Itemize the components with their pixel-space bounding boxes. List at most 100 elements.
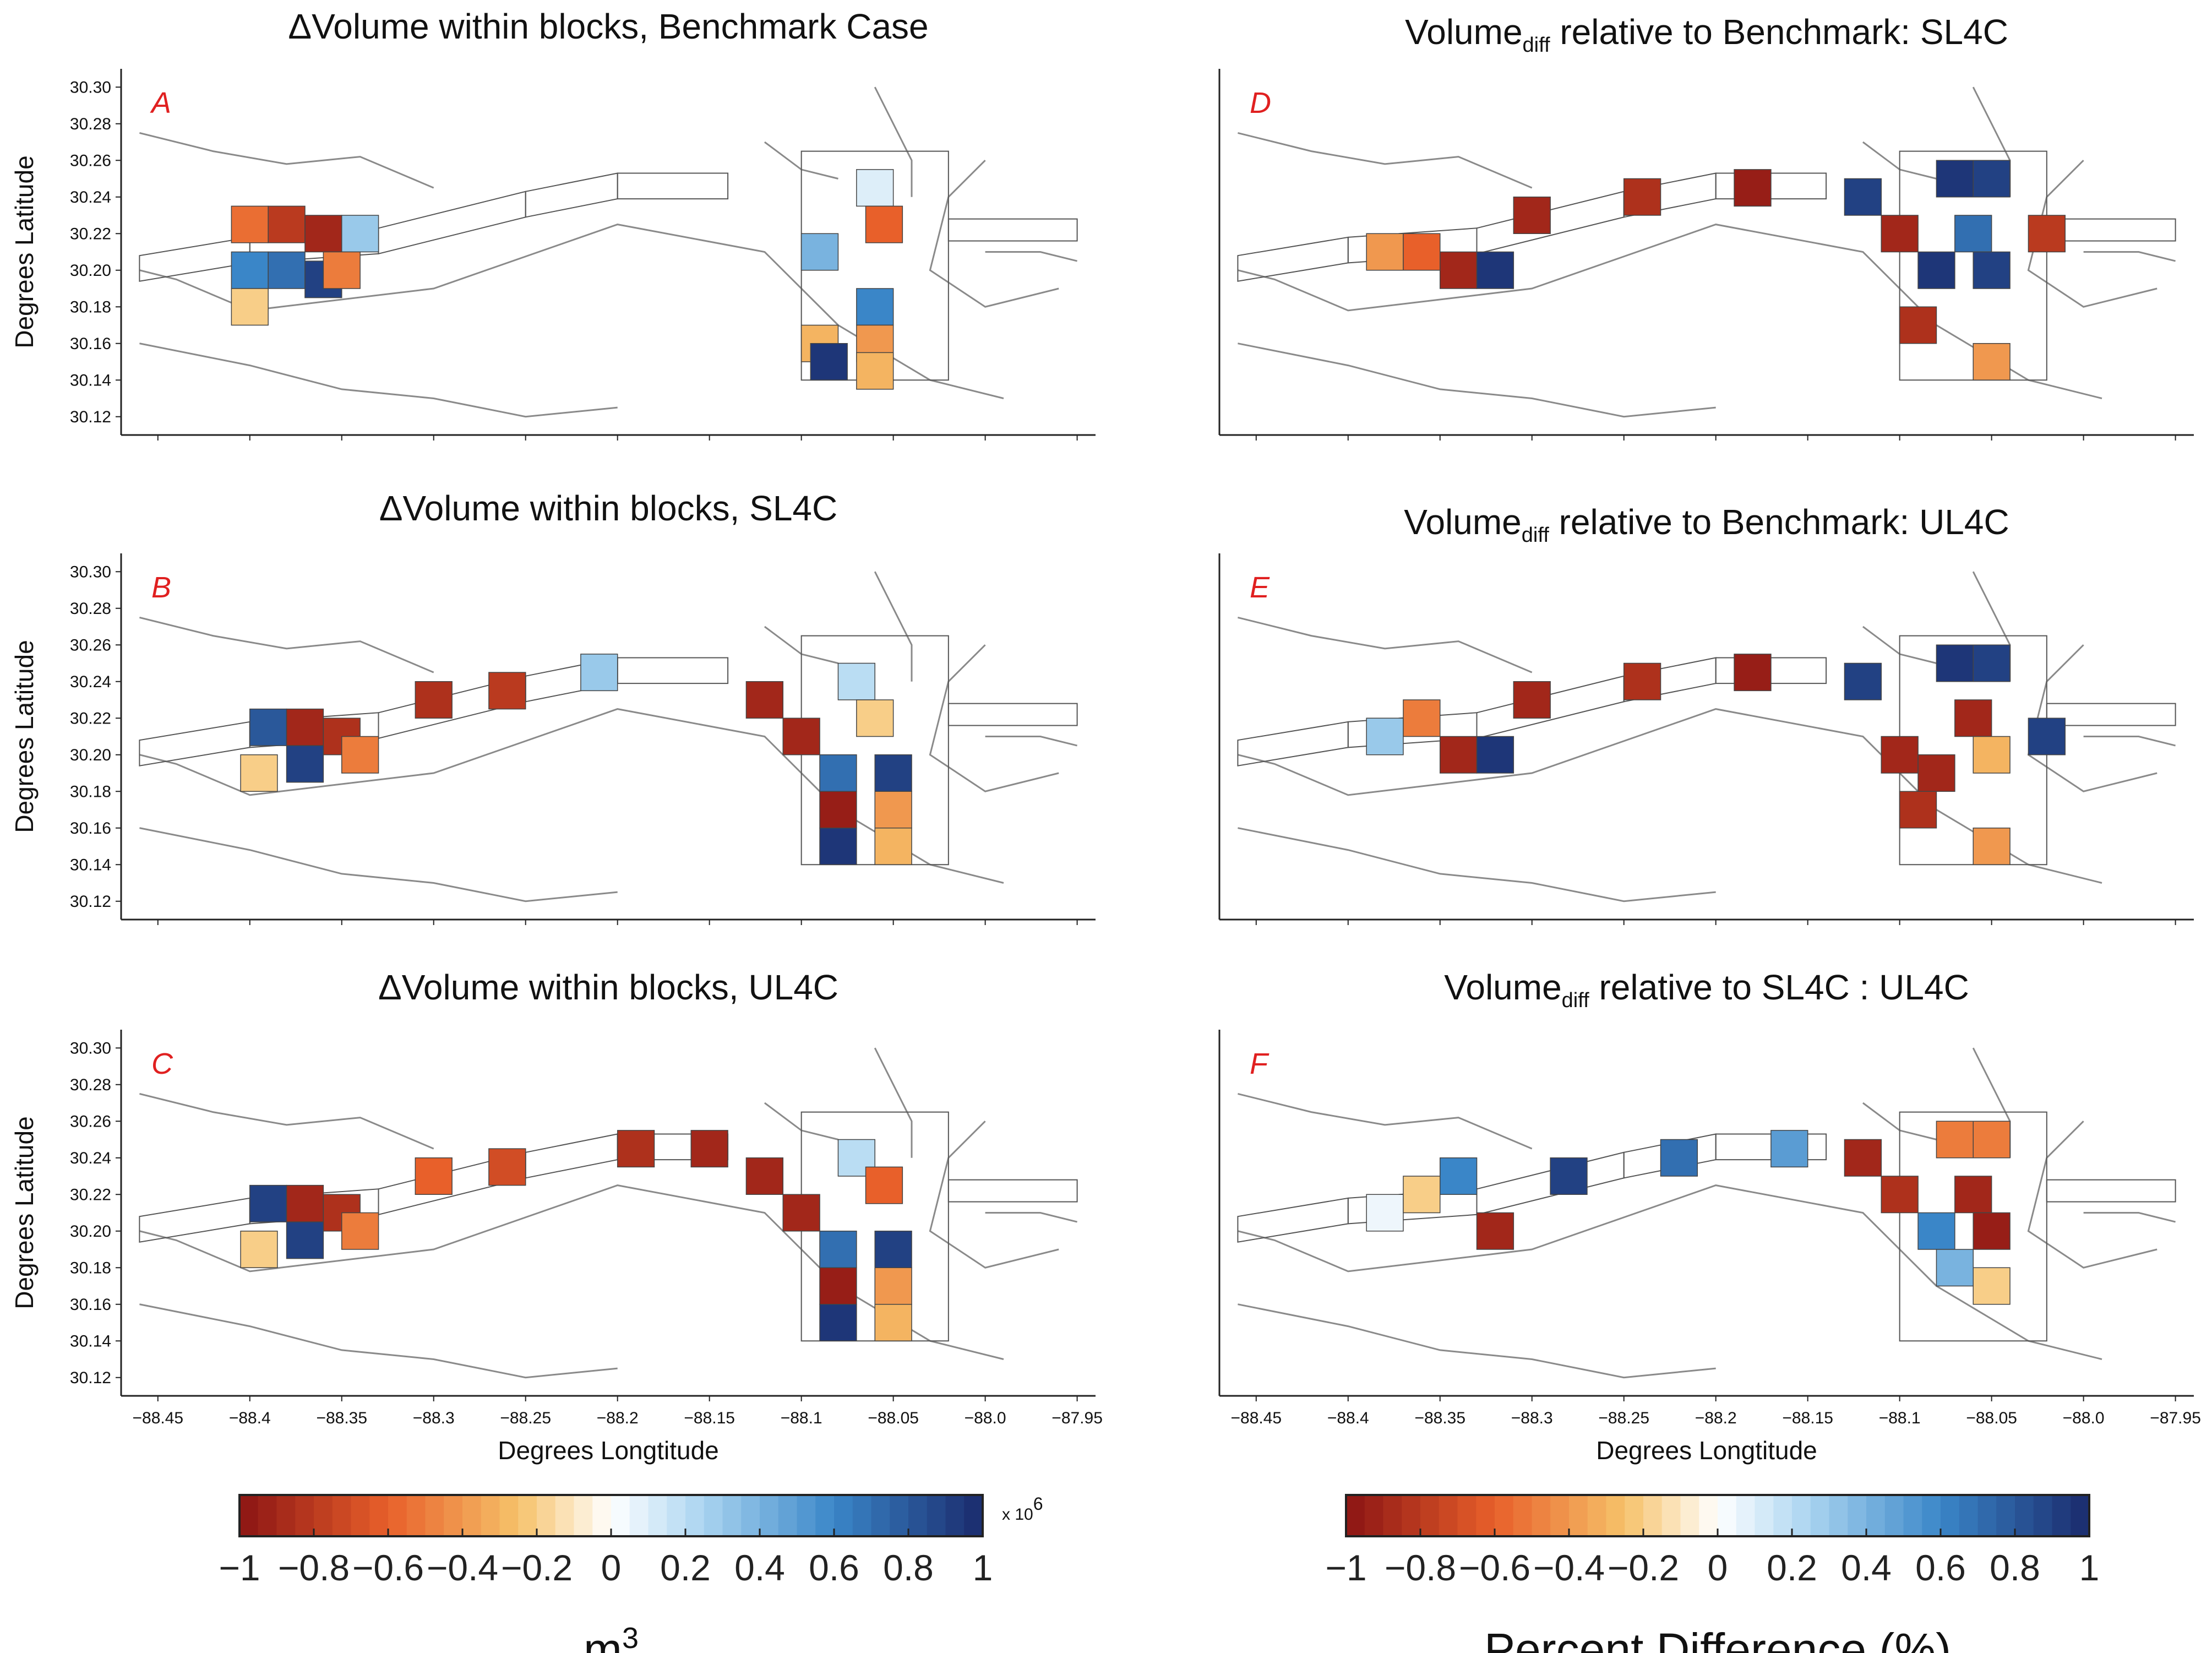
data-cell [1476, 736, 1514, 774]
colorbar-segment [1587, 1495, 1606, 1536]
colorbar-segment [1495, 1495, 1514, 1536]
data-cell [415, 681, 453, 719]
data-cell [819, 754, 857, 792]
east-channel-outline [947, 218, 1078, 242]
east-channel-outline [2046, 1179, 2176, 1203]
data-cell [286, 1184, 324, 1222]
bay-grid-outline [1899, 1111, 2047, 1342]
colorbar-segment [499, 1495, 519, 1536]
colorbar-segment [741, 1495, 760, 1536]
panel-letter: A [150, 86, 171, 119]
y-tick-label: 30.28 [70, 600, 111, 618]
data-cell [819, 1304, 857, 1341]
data-cell [837, 662, 875, 700]
data-cell [249, 1184, 287, 1222]
colorbar-segment [388, 1495, 407, 1536]
y-tick-label: 30.22 [70, 225, 111, 243]
data-cell [1440, 736, 1478, 774]
x-tick-label: −88.4 [229, 1409, 271, 1427]
panel-letter: D [1250, 86, 1271, 119]
x-tick-label: −88.0 [2063, 1409, 2105, 1427]
y-tick-label: 30.24 [70, 673, 111, 691]
colorbar-tick-label: −0.8 [1385, 1547, 1456, 1588]
data-cell [745, 1157, 784, 1195]
data-cell [415, 1157, 453, 1195]
colorbar-segment [1977, 1495, 1997, 1536]
colorbar-segment [1959, 1495, 1978, 1536]
colorbar-tick-label: 1 [973, 1547, 993, 1588]
panel-B: ΔVolume within blocks, SL4C B 30.30 30.28 30… [10, 488, 1096, 925]
data-cell [1366, 233, 1404, 271]
y-tick-label: 30.26 [70, 151, 111, 170]
y-tick-label: 30.24 [70, 1149, 111, 1167]
colorbar-segment [258, 1495, 277, 1536]
data-cell [1660, 1139, 1698, 1177]
y-tick-label: 30.20 [70, 262, 111, 280]
x-tick-label: −88.05 [1966, 1409, 2017, 1427]
colorbar-segment [2071, 1495, 2090, 1536]
x-tick-label: −88.45 [132, 1409, 183, 1427]
colorbar-segment [332, 1495, 351, 1536]
data-cell [874, 791, 912, 829]
colorbar-segment [1643, 1495, 1663, 1536]
colorbar-segment [852, 1495, 871, 1536]
data-cell [1844, 178, 1882, 216]
y-tick-label: 30.30 [70, 1039, 111, 1057]
colorbar-segment [797, 1495, 816, 1536]
colorbar-tick-label: 0.6 [1915, 1547, 1966, 1588]
colorbar-segment [1569, 1495, 1588, 1536]
coastline-contour [139, 132, 434, 189]
y-tick-label: 30.14 [70, 856, 111, 874]
colorbar-segment [592, 1495, 612, 1536]
coastline-contour [139, 224, 1004, 399]
data-cell [286, 708, 324, 746]
colorbar-segment [1383, 1495, 1402, 1536]
coastline-contour [139, 616, 434, 673]
data-cell [1366, 1194, 1404, 1232]
multiplier-exponent: 6 [1033, 1494, 1043, 1514]
panel-D: Volumediff relative to Benchmark: SL4C D [1218, 12, 2194, 441]
coastline-contour [929, 1121, 1059, 1269]
y-tick-label: 30.18 [70, 298, 111, 316]
x-tick-label: −88.25 [500, 1409, 551, 1427]
colorbar-segment [908, 1495, 928, 1536]
x-axis-label: Degrees Longtitude [498, 1436, 719, 1465]
x-tick-label: −88.45 [1230, 1409, 1282, 1427]
colorbar-segment [1810, 1495, 1829, 1536]
colorbar-tick-label: 0 [1708, 1547, 1728, 1588]
data-cell [268, 251, 306, 289]
coastline-contour [985, 251, 1077, 262]
data-cell [1917, 754, 1955, 792]
colorbar-segment [1755, 1495, 1774, 1536]
data-cell [1936, 1121, 1974, 1159]
colorbar-segment [1736, 1495, 1755, 1536]
y-tick-label: 30.18 [70, 782, 111, 801]
panel-E: Volumediff relative to Benchmark: UL4C E [1218, 502, 2194, 925]
data-cell [865, 1166, 903, 1204]
east-channel-outline [947, 1179, 1078, 1203]
colorbar-tick-label: −0.4 [1533, 1547, 1605, 1588]
colorbar-segment [834, 1495, 853, 1536]
coastline-contour [1238, 616, 1533, 673]
data-cell [1440, 251, 1478, 289]
data-cell [1440, 1157, 1478, 1195]
data-cell [1936, 160, 1974, 198]
colorbar-segment [1884, 1495, 1904, 1536]
y-axis-label: Degrees Latitude [10, 1116, 39, 1309]
data-cell [1973, 644, 2011, 682]
colorbar-segment [1532, 1495, 1551, 1536]
colorbar-segment [760, 1495, 779, 1536]
colorbar-segment [2015, 1495, 2034, 1536]
data-cell [231, 205, 269, 243]
coastline-contour [1238, 132, 1533, 189]
colorbar-segment [685, 1495, 705, 1536]
data-cell [1973, 1267, 2011, 1305]
colorbar-segment [629, 1495, 649, 1536]
colorbar-tick-label: −0.6 [1459, 1547, 1530, 1588]
data-cell [1936, 644, 1974, 682]
colorbar-segment [537, 1495, 556, 1536]
colorbar-segment [1513, 1495, 1532, 1536]
title-rest: relative to Benchmark: SL4C [1550, 12, 2008, 52]
data-cell [617, 1130, 655, 1168]
title-rest: relative to SL4C : UL4C [1589, 967, 1969, 1007]
